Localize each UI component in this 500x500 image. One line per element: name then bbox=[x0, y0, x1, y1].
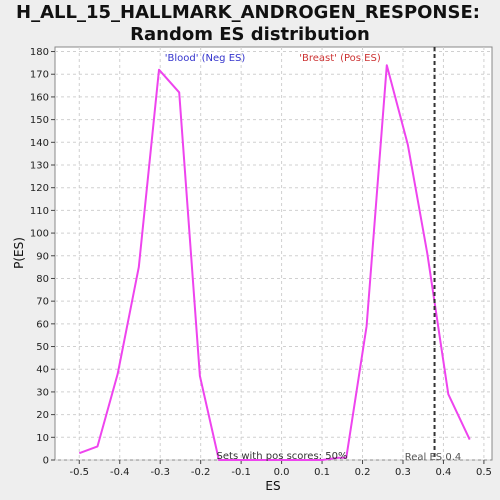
neg-es-label: 'Blood' (Neg ES) bbox=[165, 53, 246, 64]
y-tick-label: 160 bbox=[30, 92, 49, 103]
x-tick-label: -0.5 bbox=[70, 467, 90, 478]
es-distribution-line bbox=[78, 64, 471, 461]
y-axis-label: P(ES) bbox=[12, 237, 26, 269]
y-tick-label: 150 bbox=[30, 115, 49, 126]
x-tick-label: 0.5 bbox=[476, 467, 492, 478]
y-tick-label: 170 bbox=[30, 70, 49, 81]
chart-title-line1: H_ALL_15_HALLMARK_ANDROGEN_RESPONSE: bbox=[16, 2, 480, 23]
pos-es-label: 'Breast' (Pos ES) bbox=[299, 53, 381, 64]
x-tick-label: -0.3 bbox=[150, 467, 170, 478]
pos-scores-annotation: Sets with pos scores: 50% bbox=[217, 451, 348, 462]
y-tick-label: 50 bbox=[36, 342, 49, 353]
series-layer bbox=[78, 64, 471, 461]
grid-lines bbox=[55, 47, 492, 461]
x-tick-label: -0.2 bbox=[191, 467, 211, 478]
x-tick-label: 0.2 bbox=[355, 467, 371, 478]
x-axis-label: ES bbox=[265, 479, 280, 493]
y-tick-label: 60 bbox=[36, 319, 49, 330]
y-tick-label: 130 bbox=[30, 161, 49, 172]
y-tick-label: 30 bbox=[36, 387, 49, 398]
x-tick-label: 0.1 bbox=[314, 467, 330, 478]
x-tick-label: -0.1 bbox=[231, 467, 251, 478]
chart-title-line2: Random ES distribution bbox=[130, 24, 370, 45]
x-tick-label: -0.4 bbox=[110, 467, 130, 478]
y-tick-label: 10 bbox=[36, 433, 49, 444]
y-tick-label: 110 bbox=[30, 206, 49, 217]
y-tick-label: 180 bbox=[30, 47, 49, 58]
x-axis-ticks: -0.5 -0.4 -0.3 -0.2 -0.1 0.0 0.1 0.2 0.3 0.4 0.5 bbox=[70, 460, 492, 478]
y-tick-label: 80 bbox=[36, 274, 49, 285]
y-tick-label: 120 bbox=[30, 183, 49, 194]
x-tick-label: 0.3 bbox=[395, 467, 411, 478]
y-tick-label: 140 bbox=[30, 138, 49, 149]
plot-area bbox=[54, 46, 493, 461]
y-tick-label: 0 bbox=[43, 456, 49, 467]
y-tick-label: 90 bbox=[36, 251, 49, 262]
y-tick-label: 20 bbox=[36, 410, 49, 421]
x-tick-label: 0.0 bbox=[274, 467, 290, 478]
real-es-label: Real ES 0.4 bbox=[405, 452, 461, 463]
y-axis-ticks: 0 10 20 30 40 50 60 70 80 90 100 110 120 130 140 150 160… bbox=[30, 47, 55, 467]
y-tick-label: 70 bbox=[36, 297, 49, 308]
y-tick-label: 40 bbox=[36, 365, 49, 376]
x-tick-label: 0.4 bbox=[435, 467, 451, 478]
y-tick-label: 100 bbox=[30, 229, 49, 240]
